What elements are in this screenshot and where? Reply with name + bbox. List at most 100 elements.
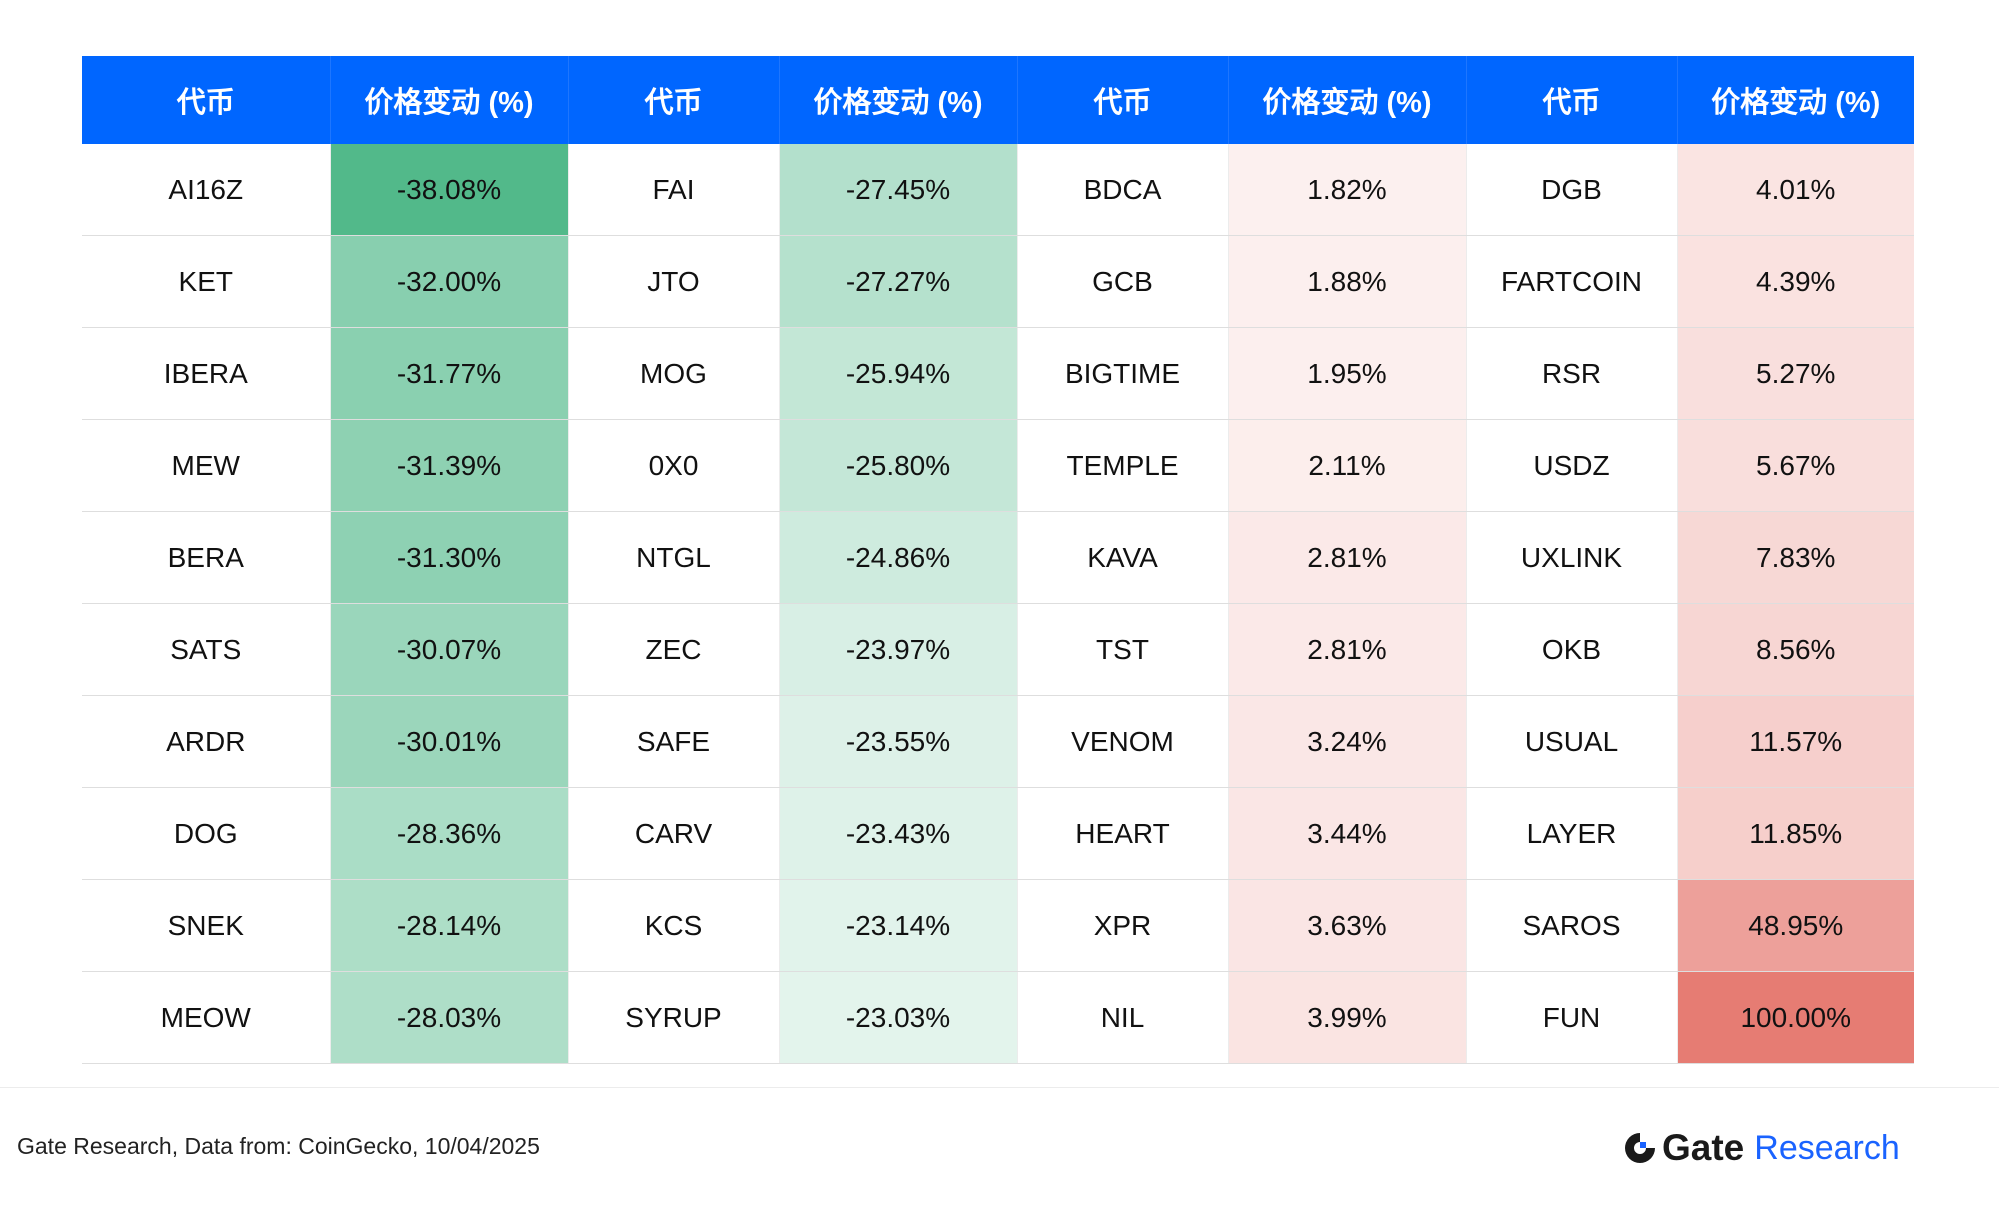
column-header: 代币 [1466, 56, 1678, 144]
price-change-cell: 3.44% [1228, 787, 1467, 880]
table-body: AI16Z -38.08% FAI -27.45% BDCA 1.82% DGB 4.01% K… [82, 144, 1914, 1064]
token-cell: JTO [568, 235, 780, 328]
table-row: DOG -28.36% CARV -23.43% HEART 3.44% LAYER 11.8… [82, 787, 1914, 880]
token-cell: BIGTIME [1017, 327, 1229, 420]
table-row: KET -32.00% JTO -27.27% GCB 1.88% FARTCOIN 4.39… [82, 235, 1914, 328]
token-cell: MEOW [82, 971, 331, 1064]
price-change-cell: 2.81% [1228, 511, 1467, 604]
token-cell: HEART [1017, 787, 1229, 880]
table-row: MEOW -28.03% SYRUP -23.03% NIL 3.99% FUN 100.00… [82, 971, 1914, 1064]
token-cell: SNEK [82, 879, 331, 972]
token-cell: CARV [568, 787, 780, 880]
price-change-cell: -27.45% [779, 144, 1018, 236]
price-change-cell: 3.24% [1228, 695, 1467, 788]
token-cell: FAI [568, 144, 780, 236]
column-header: 价格变动 (%) [1677, 56, 1914, 144]
price-change-cell: -24.86% [779, 511, 1018, 604]
token-cell: SATS [82, 603, 331, 696]
table-row: IBERA -31.77% MOG -25.94% BIGTIME 1.95% RSR 5.2… [82, 327, 1914, 420]
token-cell: BERA [82, 511, 331, 604]
token-cell: 0X0 [568, 419, 780, 512]
token-cell: USDZ [1466, 419, 1678, 512]
gate-research-logo: Gate Research [1622, 1126, 1900, 1170]
token-cell: SYRUP [568, 971, 780, 1064]
brand-name: Gate [1662, 1127, 1745, 1168]
token-cell: IBERA [82, 327, 331, 420]
price-change-cell: 5.67% [1677, 419, 1914, 512]
token-cell: TEMPLE [1017, 419, 1229, 512]
heatmap-table-container: 代币 价格变动 (%) 代币 价格变动 (%) 代币 价格变动 (%) 代币 价… [82, 56, 1914, 1064]
table-row: AI16Z -38.08% FAI -27.45% BDCA 1.82% DGB 4.01% [82, 144, 1914, 236]
price-change-table: 代币 价格变动 (%) 代币 价格变动 (%) 代币 价格变动 (%) 代币 价… [82, 56, 1914, 1064]
brand-sub: Research [1754, 1128, 1900, 1167]
price-change-cell: 11.57% [1677, 695, 1914, 788]
price-change-cell: 1.95% [1228, 327, 1467, 420]
price-change-cell: 100.00% [1677, 971, 1914, 1064]
token-cell: OKB [1466, 603, 1678, 696]
column-header: 价格变动 (%) [1228, 56, 1467, 144]
token-cell: GCB [1017, 235, 1229, 328]
price-change-cell: -23.97% [779, 603, 1018, 696]
token-cell: ARDR [82, 695, 331, 788]
price-change-cell: -28.14% [330, 879, 569, 972]
price-change-cell: 7.83% [1677, 511, 1914, 604]
token-cell: KET [82, 235, 331, 328]
price-change-cell: 48.95% [1677, 879, 1914, 972]
token-cell: VENOM [1017, 695, 1229, 788]
price-change-cell: -23.14% [779, 879, 1018, 972]
token-cell: NIL [1017, 971, 1229, 1064]
price-change-cell: -38.08% [330, 144, 569, 236]
price-change-cell: 11.85% [1677, 787, 1914, 880]
price-change-cell: 3.63% [1228, 879, 1467, 972]
price-change-cell: -23.43% [779, 787, 1018, 880]
table-row: SATS -30.07% ZEC -23.97% TST 2.81% OKB 8.56% [82, 603, 1914, 696]
token-cell: SAROS [1466, 879, 1678, 972]
table-row: MEW -31.39% 0X0 -25.80% TEMPLE 2.11% USDZ 5.67% [82, 419, 1914, 512]
footer-divider [0, 1087, 1999, 1088]
price-change-cell: -31.30% [330, 511, 569, 604]
token-cell: AI16Z [82, 144, 331, 236]
table-row: BERA -31.30% NTGL -24.86% KAVA 2.81% UXLINK 7.8… [82, 511, 1914, 604]
price-change-cell: -23.03% [779, 971, 1018, 1064]
price-change-cell: 4.01% [1677, 144, 1914, 236]
gate-logo-icon [1625, 1133, 1655, 1163]
price-change-cell: 3.99% [1228, 971, 1467, 1064]
column-header: 价格变动 (%) [330, 56, 569, 144]
header-row: 代币 价格变动 (%) 代币 价格变动 (%) 代币 价格变动 (%) 代币 价… [82, 56, 1914, 144]
price-change-cell: -32.00% [330, 235, 569, 328]
column-header: 代币 [568, 56, 780, 144]
price-change-cell: -31.39% [330, 419, 569, 512]
price-change-cell: -28.03% [330, 971, 569, 1064]
token-cell: UXLINK [1466, 511, 1678, 604]
token-cell: DOG [82, 787, 331, 880]
price-change-cell: 2.11% [1228, 419, 1467, 512]
table-row: ARDR -30.01% SAFE -23.55% VENOM 3.24% USUAL 11.… [82, 695, 1914, 788]
price-change-cell: -27.27% [779, 235, 1018, 328]
token-cell: LAYER [1466, 787, 1678, 880]
price-change-cell: -28.36% [330, 787, 569, 880]
token-cell: TST [1017, 603, 1229, 696]
token-cell: SAFE [568, 695, 780, 788]
price-change-cell: -31.77% [330, 327, 569, 420]
price-change-cell: -25.94% [779, 327, 1018, 420]
price-change-cell: -30.01% [330, 695, 569, 788]
token-cell: MEW [82, 419, 331, 512]
price-change-cell: 2.81% [1228, 603, 1467, 696]
token-cell: NTGL [568, 511, 780, 604]
column-header: 代币 [1017, 56, 1229, 144]
column-header: 价格变动 (%) [779, 56, 1018, 144]
price-change-cell: 5.27% [1677, 327, 1914, 420]
source-note: Gate Research, Data from: CoinGecko, 10/… [17, 1133, 540, 1159]
price-change-cell: -23.55% [779, 695, 1018, 788]
token-cell: USUAL [1466, 695, 1678, 788]
token-cell: XPR [1017, 879, 1229, 972]
token-cell: RSR [1466, 327, 1678, 420]
token-cell: BDCA [1017, 144, 1229, 236]
token-cell: ZEC [568, 603, 780, 696]
column-header: 代币 [82, 56, 331, 144]
token-cell: DGB [1466, 144, 1678, 236]
price-change-cell: -30.07% [330, 603, 569, 696]
table-row: SNEK -28.14% KCS -23.14% XPR 3.63% SAROS 48.95% [82, 879, 1914, 972]
price-change-cell: 1.82% [1228, 144, 1467, 236]
token-cell: KAVA [1017, 511, 1229, 604]
